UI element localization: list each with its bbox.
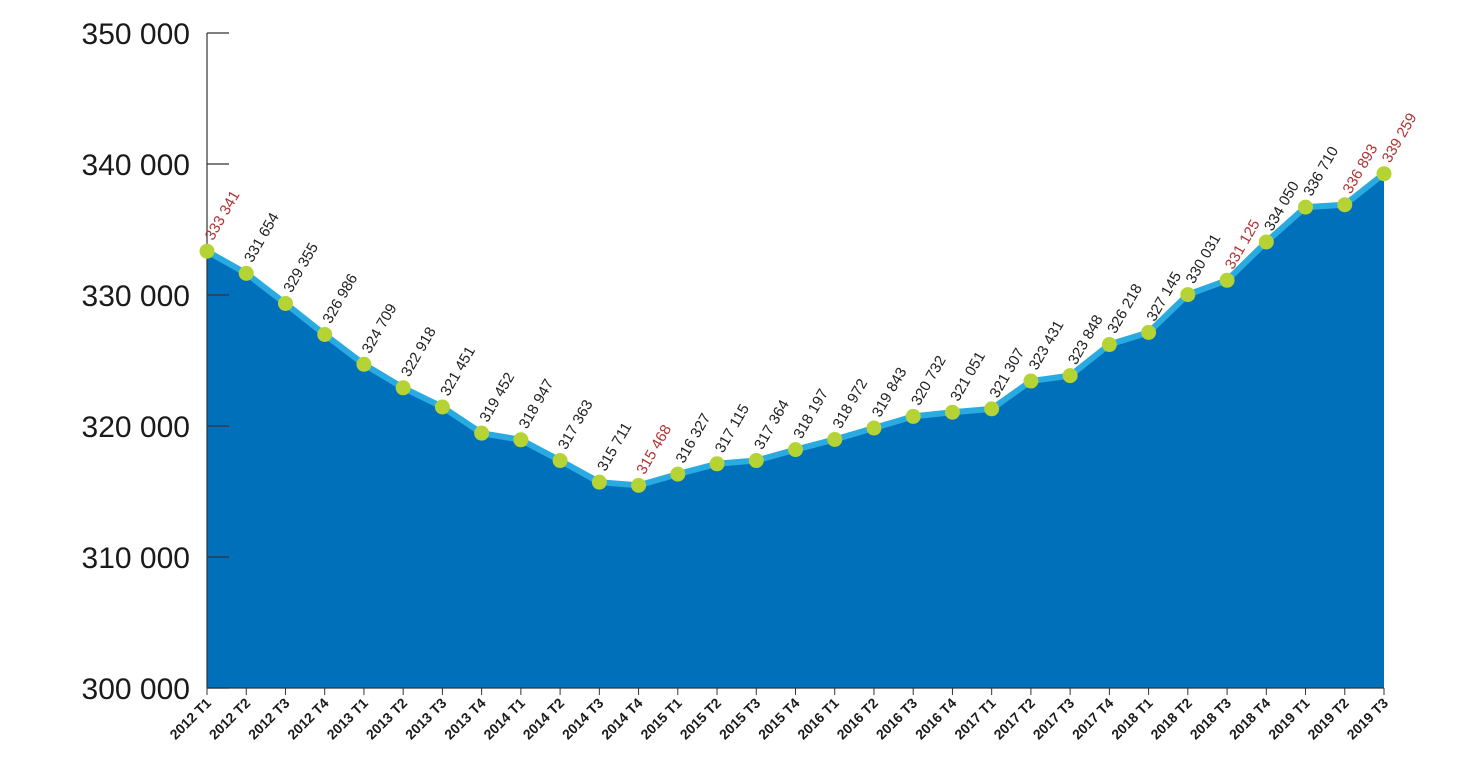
data-point: [670, 466, 686, 482]
data-point: [827, 431, 843, 447]
x-tick-label: 2015 T4: [755, 695, 803, 743]
data-point: [748, 453, 764, 469]
data-point: [277, 295, 293, 311]
data-label: 318 197: [790, 386, 832, 441]
data-point: [238, 265, 254, 281]
y-tick-labels: 300 000 310 000 320 000 330 000 340 000 350 0…: [82, 18, 229, 706]
x-tick-label: 2014 T4: [598, 695, 646, 743]
data-label: 317 363: [555, 397, 597, 452]
data-point: [434, 399, 450, 415]
x-tick-label: 2019 T2: [1304, 695, 1352, 743]
data-label: 326 986: [319, 271, 361, 326]
data-label: 323 431: [1026, 318, 1068, 373]
data-label: 319 843: [869, 365, 911, 420]
x-tick-label: 2015 T3: [716, 695, 764, 743]
data-label: 318 947: [516, 376, 558, 431]
y-tick-label: 340 000: [82, 149, 190, 182]
x-tick-label: 2015 T1: [637, 695, 685, 743]
x-tick-label: 2014 T3: [559, 695, 607, 743]
data-point: [1258, 234, 1274, 250]
data-label: 322 918: [398, 324, 440, 379]
x-tick-label: 2019 T3: [1343, 695, 1391, 743]
data-point: [1376, 166, 1392, 182]
data-point: [1023, 373, 1039, 389]
x-tick-label: 2014 T1: [480, 695, 528, 743]
data-point: [1141, 324, 1157, 340]
area-layer: [207, 173, 1384, 689]
data-point: [1298, 199, 1314, 215]
x-tick-label: 2018 T1: [1108, 695, 1156, 743]
x-tick-label: 2016 T3: [873, 695, 921, 743]
data-point: [944, 404, 960, 420]
x-tick-label: 2013 T2: [363, 695, 411, 743]
data-label: 331 654: [241, 210, 283, 265]
data-label: 315 468: [633, 422, 675, 477]
data-point: [1337, 197, 1353, 213]
data-point: [984, 401, 1000, 417]
data-label: 326 218: [1104, 281, 1146, 336]
x-tick-label: 2016 T1: [794, 695, 842, 743]
data-point: [788, 442, 803, 458]
data-point: [631, 477, 647, 493]
data-point: [1062, 368, 1078, 384]
data-point: [1219, 272, 1235, 288]
data-point: [552, 453, 568, 469]
x-tick-label: 2017 T1: [951, 695, 999, 743]
data-point: [395, 380, 411, 396]
x-tick-label: 2018 T2: [1147, 695, 1195, 743]
x-tick-label: 2012 T4: [284, 695, 332, 743]
x-tick-label: 2018 T4: [1226, 695, 1274, 743]
series-area: [207, 173, 1384, 689]
data-label: 319 452: [476, 370, 518, 425]
data-point: [905, 408, 921, 424]
y-tick-label: 320 000: [82, 411, 190, 444]
data-point: [591, 474, 607, 490]
x-tick-label: 2013 T3: [402, 695, 450, 743]
data-point: [356, 356, 372, 372]
data-points: [199, 166, 1392, 493]
x-tick-label: 2013 T1: [323, 695, 371, 743]
data-label: 324 709: [359, 301, 401, 356]
data-label: 330 031: [1183, 231, 1225, 286]
data-label: 321 051: [947, 349, 989, 404]
y-tick-label: 310 000: [82, 542, 190, 575]
y-tick-label: 300 000: [82, 673, 190, 706]
x-tick-label: 2015 T2: [677, 695, 725, 743]
data-label: 317 115: [712, 401, 753, 455]
x-tick-label: 2013 T4: [441, 695, 489, 743]
data-label: 321 451: [437, 344, 479, 399]
data-label: 336 710: [1300, 144, 1342, 199]
y-tick-label: 350 000: [82, 18, 190, 51]
data-point: [513, 432, 529, 448]
data-point: [474, 425, 490, 441]
y-tick-label: 330 000: [82, 280, 190, 313]
data-label: 320 732: [908, 353, 950, 408]
data-point: [317, 326, 333, 342]
data-label: 316 327: [673, 411, 715, 466]
data-point: [199, 243, 215, 259]
data-label: 329 355: [280, 240, 322, 295]
x-tick-label: 2014 T2: [520, 695, 568, 743]
data-point: [866, 420, 882, 436]
x-tick-label: 2012 T2: [206, 695, 254, 743]
x-tick-label: 2017 T3: [1030, 695, 1078, 743]
x-tick-label: 2016 T2: [833, 695, 881, 743]
data-point: [709, 456, 725, 472]
x-tick-label: 2019 T1: [1265, 695, 1313, 743]
x-tick-label: 2017 T4: [1069, 695, 1117, 743]
data-label: 315 711: [594, 420, 635, 474]
data-point: [1101, 337, 1117, 353]
data-label: 339 259: [1379, 110, 1421, 165]
data-label: 318 972: [829, 376, 871, 431]
x-tick-label: 2018 T3: [1187, 695, 1235, 743]
data-point: [1180, 287, 1196, 303]
x-tick-label: 2017 T2: [990, 695, 1038, 743]
x-tick-label: 2016 T4: [912, 695, 960, 743]
data-label: 333 341: [202, 188, 244, 243]
data-label: 317 364: [751, 397, 793, 452]
x-tick-label: 2012 T3: [245, 695, 293, 743]
